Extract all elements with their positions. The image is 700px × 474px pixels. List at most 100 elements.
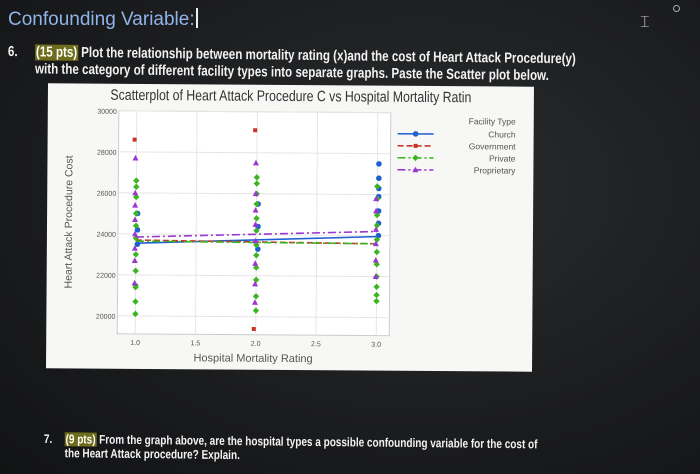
y-tick-label: 22000 xyxy=(96,273,116,280)
camera-dot-icon xyxy=(673,5,680,12)
data-point-proprietary xyxy=(373,207,380,214)
heading: Confounding Variable: xyxy=(8,8,198,31)
y-tick-label: 30000 xyxy=(97,109,117,116)
data-point-proprietary xyxy=(131,230,138,237)
data-point-private xyxy=(132,251,140,258)
legend-title: Facility Type xyxy=(469,116,516,126)
data-point-proprietary xyxy=(252,260,259,266)
gridline-y xyxy=(118,110,391,114)
legend-marker-church xyxy=(412,131,419,137)
x-tick-label: 2.0 xyxy=(251,341,261,348)
legend-label-proprietary: Proprietary xyxy=(474,165,516,175)
data-point-private xyxy=(132,310,139,318)
data-point-private xyxy=(133,193,140,201)
legend-marker-government xyxy=(413,143,418,148)
data-point-church xyxy=(376,175,382,182)
data-point-private xyxy=(373,283,380,291)
data-point-proprietary xyxy=(252,280,259,287)
data-point-private xyxy=(373,236,381,243)
data-point-private xyxy=(253,227,260,234)
data-point-government xyxy=(251,327,256,332)
data-point-government xyxy=(253,128,258,133)
data-point-private xyxy=(253,200,260,208)
data-point-proprietary xyxy=(252,237,259,244)
data-point-private xyxy=(373,248,381,256)
x-tick-label: 2.5 xyxy=(311,341,321,348)
data-point-proprietary xyxy=(252,206,259,213)
legend: Facility Type Church Government Private Prop… xyxy=(397,116,516,176)
data-point-proprietary xyxy=(372,240,379,247)
gridline-y xyxy=(118,151,391,155)
legend-marker-proprietary xyxy=(412,166,419,173)
y-tick-label: 24000 xyxy=(96,232,116,239)
data-point-proprietary xyxy=(131,257,138,263)
data-point-private xyxy=(252,293,260,300)
gridline-y xyxy=(117,274,390,278)
gridline-y xyxy=(117,315,390,319)
points-highlight: (15 pts) xyxy=(35,44,79,61)
data-point-private xyxy=(374,183,381,190)
question-6: 6. (15 pts) Plot the relationship between… xyxy=(8,44,696,87)
data-point-proprietary xyxy=(372,273,379,280)
gridline-x xyxy=(195,111,198,335)
question-7: 7. (9 pts) From the graph above, are the … xyxy=(44,432,700,467)
data-point-private xyxy=(373,211,381,219)
data-point-private xyxy=(132,267,139,275)
x-tick-label: 1.0 xyxy=(130,340,140,347)
scatter-plot-image[interactable]: Scatterplot of Heart Attack Procedure C … xyxy=(46,83,534,372)
question-number: 7. xyxy=(43,432,53,447)
data-point-proprietary xyxy=(132,154,139,161)
data-point-private xyxy=(253,174,261,181)
data-point-proprietary xyxy=(252,159,259,166)
data-point-private xyxy=(373,222,381,229)
data-point-private xyxy=(253,180,261,187)
data-point-church xyxy=(376,161,382,167)
data-point-private xyxy=(373,291,380,299)
data-point-private xyxy=(133,183,140,190)
y-tick-label: 28000 xyxy=(97,150,117,157)
data-point-private xyxy=(373,298,380,305)
data-point-private xyxy=(132,284,139,291)
data-point-proprietary xyxy=(252,190,259,197)
data-point-private xyxy=(252,307,260,314)
data-point-proprietary xyxy=(131,279,138,286)
text-cursor xyxy=(195,8,198,28)
data-point-private xyxy=(253,241,260,249)
data-point-proprietary xyxy=(373,195,380,202)
y-axis-label: Heart Attack Procedure Cost xyxy=(63,155,76,288)
legend-label-government: Government xyxy=(469,141,516,151)
gridline-x xyxy=(134,110,138,334)
gridline-x xyxy=(315,112,319,336)
x-tick-label: 1.5 xyxy=(191,340,201,347)
data-point-proprietary xyxy=(132,189,139,196)
data-point-proprietary xyxy=(372,256,379,263)
points-highlight: (9 pts) xyxy=(64,432,97,447)
data-point-government xyxy=(132,137,137,142)
data-point-private xyxy=(132,298,139,305)
y-tick-label: 26000 xyxy=(97,191,117,198)
ibeam-cursor-icon: ⌶ xyxy=(640,14,650,31)
chart-svg: 1.0 1.5 2.0 2.5 3.0 20000 22000 24000 26000 28000… xyxy=(63,109,517,366)
legend-label-private: Private xyxy=(489,153,516,163)
question-number: 6. xyxy=(7,44,18,61)
x-axis-label: Hospital Mortality Rating xyxy=(193,352,312,365)
y-tick-label: 20000 xyxy=(96,314,116,321)
data-point-private xyxy=(252,276,260,284)
heading-text: Confounding Variable: xyxy=(8,9,195,30)
data-point-private xyxy=(132,222,140,229)
data-point-proprietary xyxy=(131,245,138,251)
data-point-proprietary xyxy=(132,202,139,208)
data-point-private xyxy=(253,215,260,222)
data-point-private xyxy=(373,261,380,268)
data-point-private xyxy=(253,264,260,271)
data-point-private xyxy=(132,210,140,217)
legend-label-church: Church xyxy=(488,129,516,139)
data-point-private xyxy=(133,177,140,184)
data-point-private xyxy=(253,252,260,259)
data-point-proprietary xyxy=(251,299,258,305)
data-point-proprietary xyxy=(372,226,379,232)
legend-marker-private xyxy=(412,154,419,162)
x-tick-label: 3.0 xyxy=(371,342,381,349)
data-point-proprietary xyxy=(252,221,259,227)
data-point-proprietary xyxy=(132,216,139,222)
